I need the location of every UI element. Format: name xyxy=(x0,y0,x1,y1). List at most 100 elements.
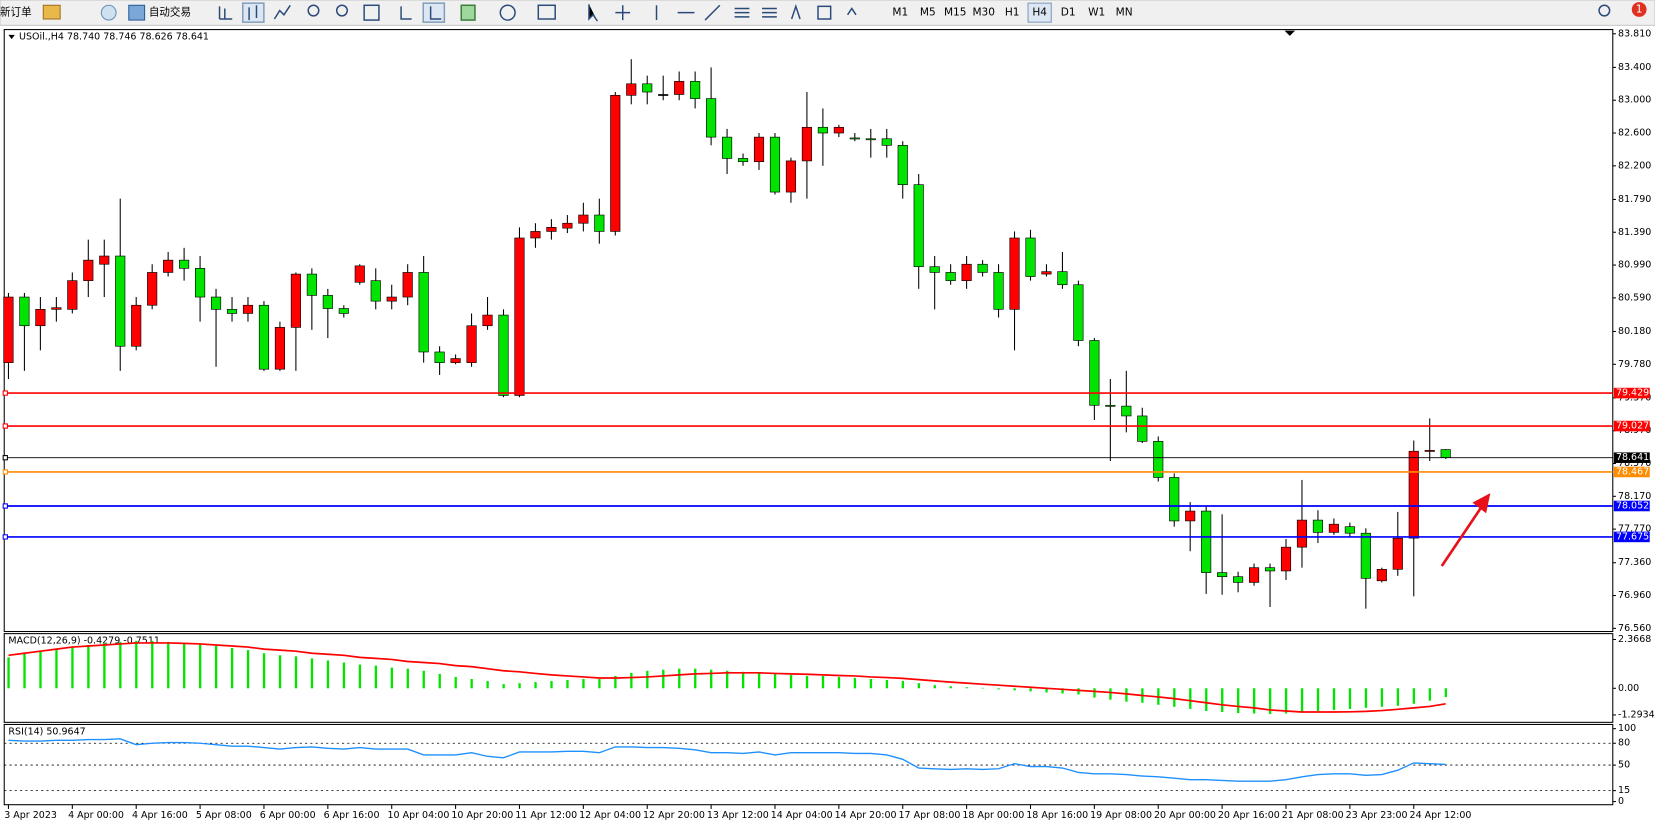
candle-body xyxy=(690,81,701,99)
icon[interactable] xyxy=(762,7,777,18)
icon[interactable] xyxy=(242,2,265,23)
macd-bar xyxy=(1300,688,1304,713)
candle-body xyxy=(1057,271,1068,286)
timeframe-button[interactable]: D1 xyxy=(1061,7,1076,19)
x-tick-label: 12 Apr 04:00 xyxy=(579,810,641,821)
icon[interactable] xyxy=(734,7,750,18)
y-tick-label: 82.600 xyxy=(1618,128,1651,139)
macd-bar xyxy=(1077,688,1080,695)
icon[interactable] xyxy=(273,4,291,20)
macd-bar xyxy=(1045,688,1048,693)
timeframe-button[interactable]: M1 xyxy=(892,7,908,19)
candle-body xyxy=(1296,519,1308,548)
y-tick-label: 79.780 xyxy=(1618,359,1651,370)
candle-body xyxy=(1009,237,1020,310)
level-label-bg xyxy=(1613,466,1650,478)
macd-bar xyxy=(885,680,889,689)
icon[interactable] xyxy=(429,6,442,20)
icon[interactable] xyxy=(363,4,380,21)
icon[interactable] xyxy=(499,4,516,21)
timeframe-button[interactable]: H4 xyxy=(1032,7,1047,19)
timeframe-button[interactable]: M15 xyxy=(944,7,967,19)
icon[interactable] xyxy=(817,5,832,20)
candle-body xyxy=(578,214,589,224)
y-tick-label: 0 xyxy=(1618,796,1624,807)
candle-body xyxy=(1264,567,1276,572)
search-icon[interactable] xyxy=(1598,4,1611,17)
candle-body xyxy=(737,158,749,163)
x-tick-label: 6 Apr 16:00 xyxy=(324,810,380,821)
candle-body xyxy=(993,272,1004,310)
macd-bar xyxy=(1029,688,1032,692)
icon[interactable] xyxy=(218,6,233,20)
candle-body xyxy=(865,138,876,141)
macd-bar xyxy=(773,673,777,689)
level-end xyxy=(2,469,8,475)
candle-body xyxy=(163,259,174,273)
alert-badge-bg[interactable] xyxy=(1631,2,1647,17)
icon[interactable] xyxy=(615,5,631,21)
candle-body xyxy=(226,309,238,314)
macd-bar xyxy=(646,670,649,689)
candle-body xyxy=(1217,572,1228,578)
timeframe-button[interactable]: MN xyxy=(1116,7,1133,19)
timeframe-button[interactable]: H1 xyxy=(1005,7,1020,19)
macd-bar xyxy=(214,646,218,689)
candle-body xyxy=(817,126,828,134)
timeframe-button[interactable]: W1 xyxy=(1088,7,1105,19)
icon[interactable] xyxy=(100,4,117,21)
alert-badge[interactable]: 1 xyxy=(1636,4,1643,16)
auto-trading-button[interactable]: 自动交易 xyxy=(149,6,191,19)
icon[interactable] xyxy=(248,5,258,21)
level-label: 78.052 xyxy=(1616,500,1649,511)
candle-body xyxy=(1041,271,1052,275)
x-tick-label: 18 Apr 16:00 xyxy=(1026,810,1088,821)
macd-bar xyxy=(1396,688,1400,706)
icon[interactable] xyxy=(400,6,412,20)
candle-body xyxy=(769,136,781,193)
candle-body xyxy=(1440,449,1451,459)
candle-body xyxy=(386,296,397,302)
y-tick-label: 83.400 xyxy=(1618,62,1651,73)
macd-bar xyxy=(390,667,393,689)
icon[interactable] xyxy=(307,4,320,17)
icon[interactable] xyxy=(460,4,476,21)
icon[interactable] xyxy=(335,4,348,17)
icon[interactable] xyxy=(537,4,556,20)
macd-bar xyxy=(598,679,601,689)
timeframe-button[interactable]: M30 xyxy=(972,7,995,19)
macd-bar xyxy=(965,687,968,689)
macd-bar xyxy=(726,670,729,689)
macd-bar xyxy=(1093,688,1096,698)
candle-body xyxy=(753,136,765,163)
candle-body xyxy=(338,308,349,314)
macd-title: MACD(12,26,9) -0.4279 -0.7511 xyxy=(8,636,159,647)
x-tick-label: 18 Apr 00:00 xyxy=(962,810,1024,821)
macd-bar xyxy=(23,653,26,689)
macd-bar xyxy=(7,657,10,689)
icon[interactable] xyxy=(588,4,599,22)
macd-bar xyxy=(1428,688,1431,701)
macd-bar xyxy=(1332,688,1336,710)
macd-bar xyxy=(1348,688,1352,709)
x-tick-label: 17 Apr 08:00 xyxy=(899,810,961,821)
macd-bar xyxy=(1205,688,1208,711)
icon[interactable] xyxy=(790,3,801,20)
candle-body xyxy=(562,222,573,229)
x-tick-label: 23 Apr 23:00 xyxy=(1346,810,1408,821)
y-tick-label: 82.200 xyxy=(1618,160,1651,171)
icon[interactable] xyxy=(42,4,61,20)
y-tick-label: 80.990 xyxy=(1618,260,1651,271)
candle-body xyxy=(1185,510,1196,522)
candle-body xyxy=(67,280,78,310)
icon[interactable] xyxy=(422,2,446,23)
auto-trading-icon[interactable] xyxy=(128,4,146,21)
macd-bar xyxy=(1061,688,1064,694)
timeframe-button[interactable]: M5 xyxy=(920,7,936,19)
icon[interactable] xyxy=(846,7,857,16)
macd-bar xyxy=(246,650,250,689)
icon[interactable] xyxy=(704,4,721,21)
y-tick-label: 76.560 xyxy=(1618,623,1651,634)
new-order-button[interactable]: 新订单 xyxy=(0,6,32,19)
